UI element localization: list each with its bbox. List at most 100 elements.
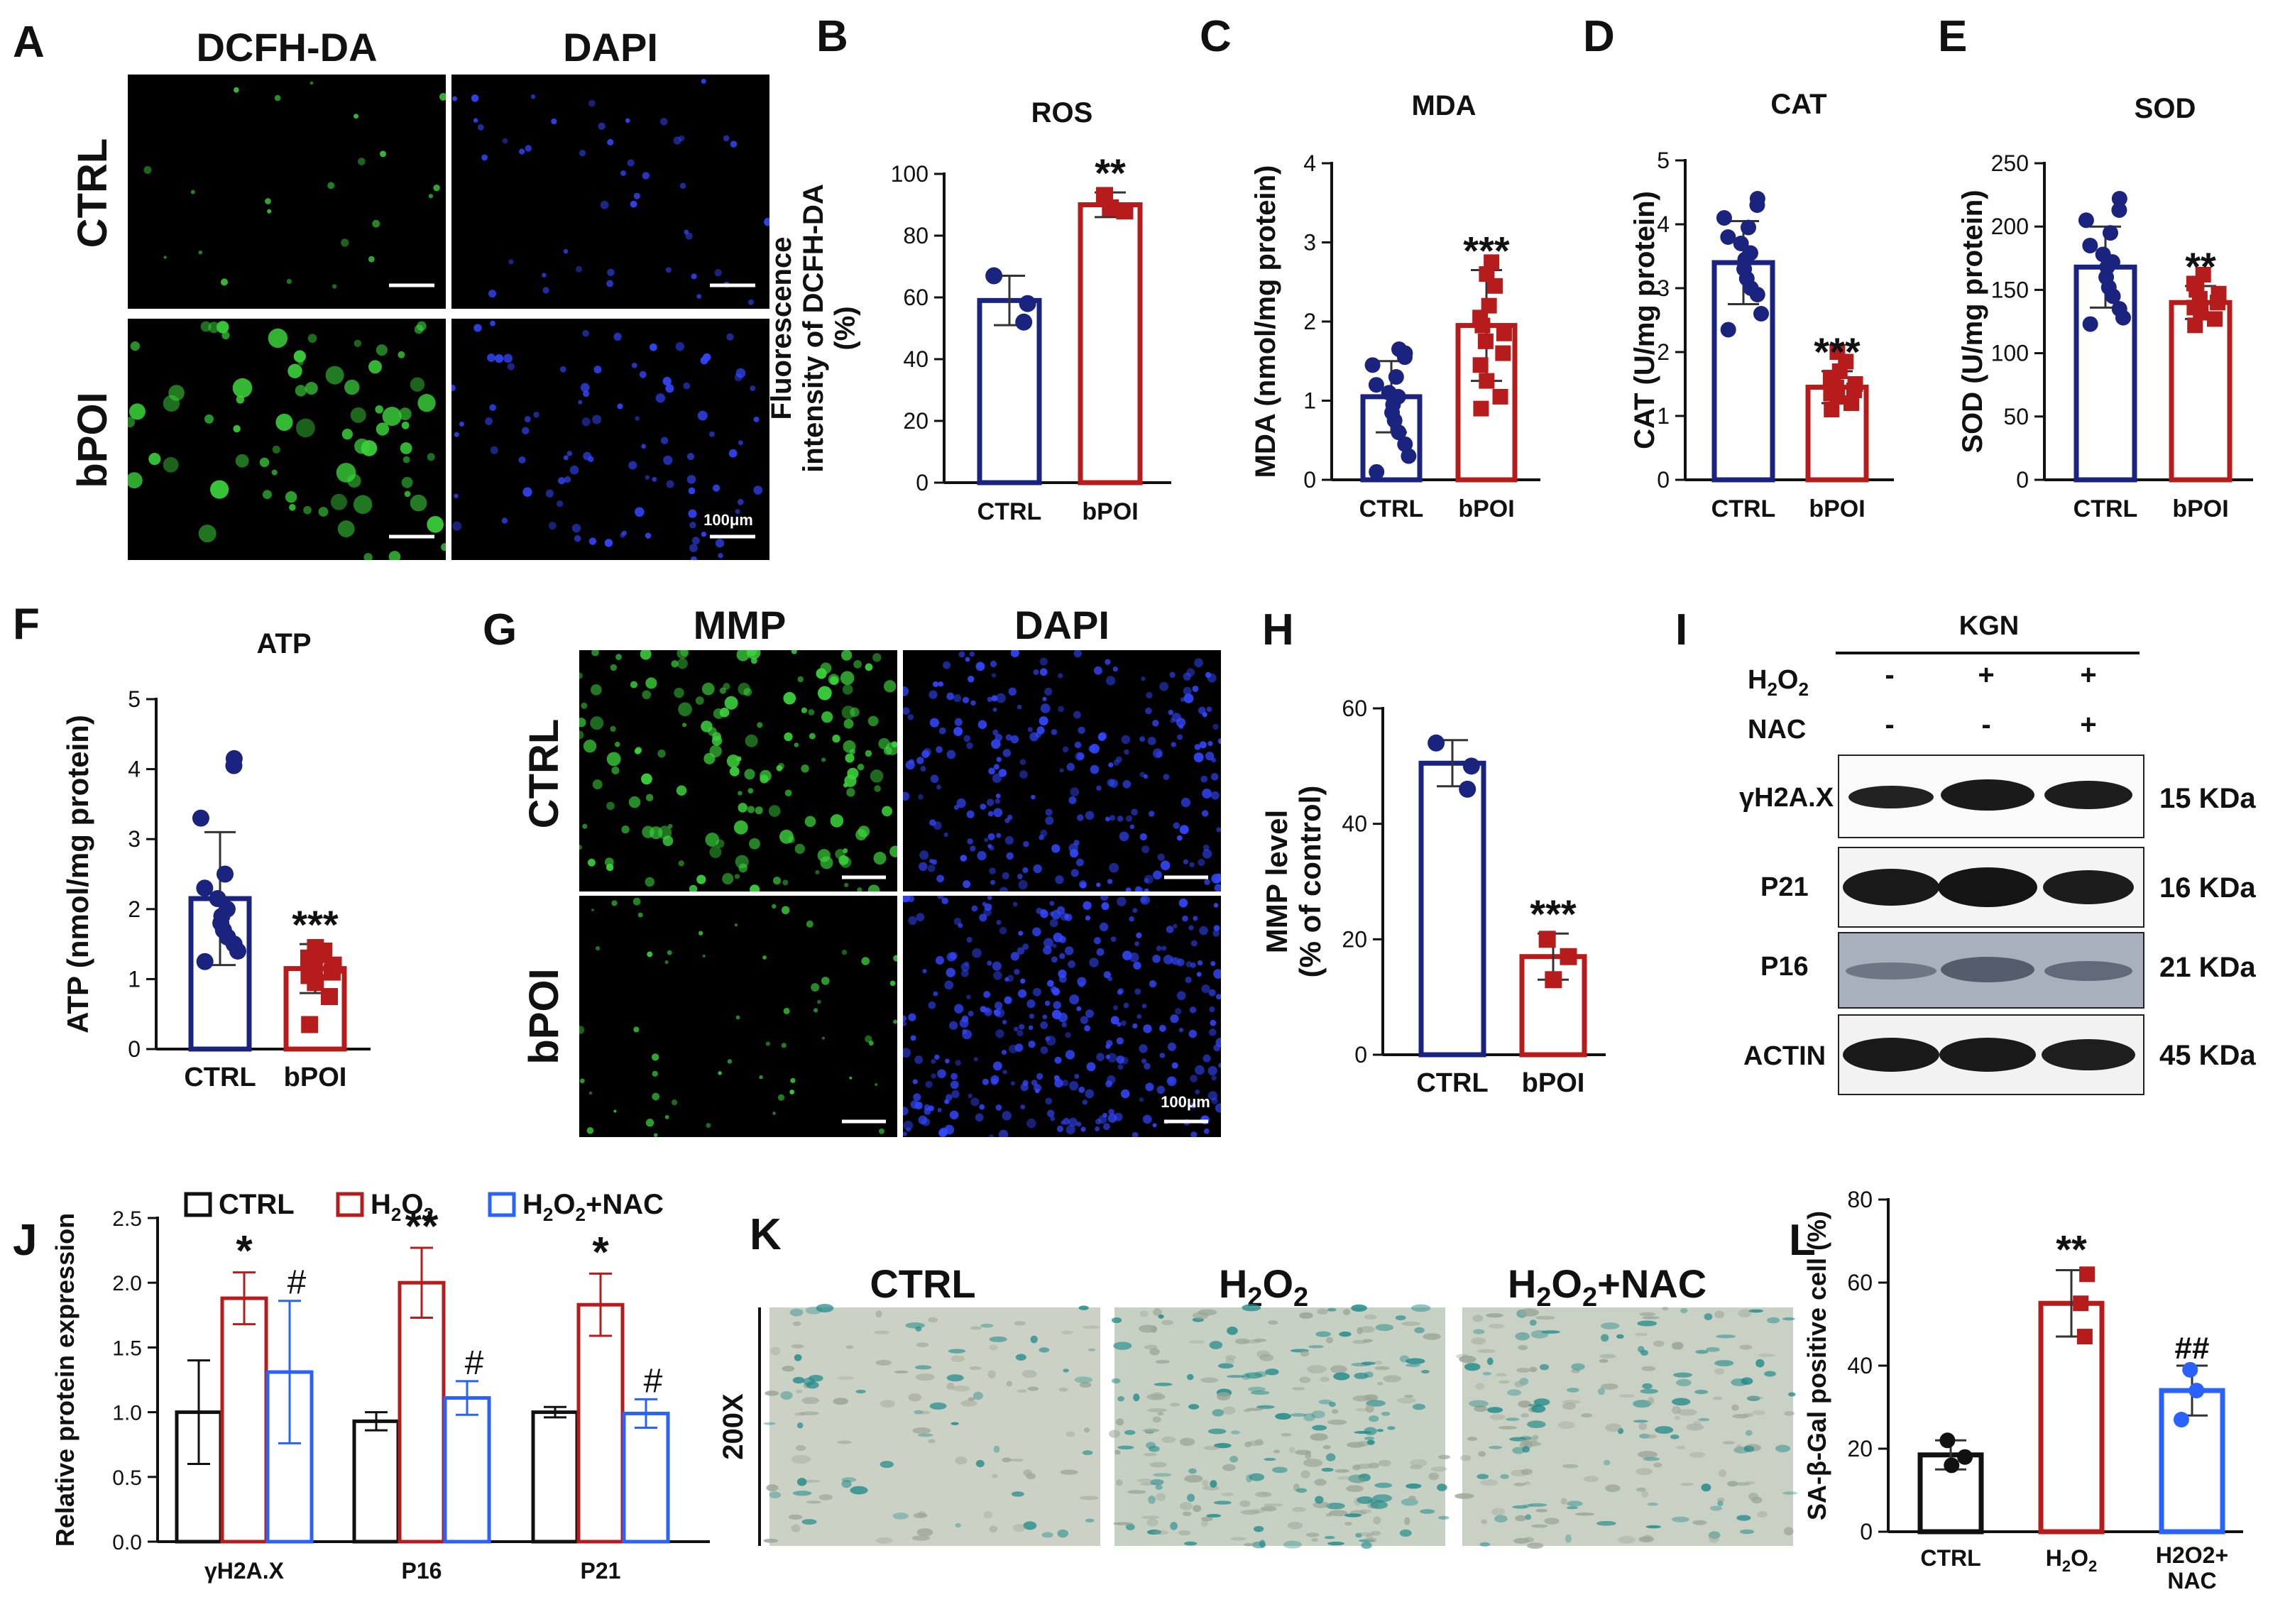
stain-speck (1362, 1394, 1376, 1400)
cell-dot (542, 273, 547, 278)
stain-speck (1494, 1515, 1508, 1522)
data-point (1116, 202, 1134, 220)
stain-speck (1638, 1451, 1658, 1459)
stain-speck (1339, 1331, 1352, 1337)
stain-speck (1519, 1436, 1533, 1440)
panel-label-j: J (13, 1216, 37, 1265)
cell-dot (271, 469, 278, 476)
stain-speck (1565, 1534, 1572, 1543)
y-tick-label: 20 (1342, 926, 1367, 952)
cell-dot (1117, 1021, 1122, 1027)
cell-dot (204, 414, 214, 424)
cell-dot (344, 379, 360, 395)
nac-lane-3: + (2080, 709, 2096, 740)
cell-dot (993, 764, 999, 770)
data-point (1102, 199, 1119, 216)
stain-speck (792, 1321, 801, 1327)
stain-speck (794, 1354, 802, 1361)
cell-dot (1058, 975, 1067, 983)
cell-dot (936, 746, 943, 754)
stain-speck (1489, 1445, 1503, 1449)
stain-speck (1074, 1376, 1093, 1383)
cell-dot (1086, 1062, 1096, 1072)
data-point (2111, 202, 2127, 219)
row-label-ctrl-g: CTRL (521, 719, 567, 829)
data-point (1720, 322, 1736, 338)
panel-label-f: F (13, 600, 40, 649)
x-category-label: H2O2 (2046, 1545, 2098, 1575)
stain-speck (1788, 1392, 1796, 1397)
cell-dot (1134, 988, 1141, 995)
cell-dot (903, 686, 909, 696)
cell-dot (989, 1134, 995, 1137)
stain-speck (1475, 1383, 1485, 1390)
cell-dot (439, 93, 446, 101)
data-point (2187, 317, 2203, 334)
stain-speck (1618, 1536, 1636, 1544)
cell-dot (1065, 1031, 1071, 1038)
data-point (1428, 734, 1445, 752)
stain-speck (1436, 1483, 1447, 1491)
cell-dot (922, 969, 927, 974)
stain-speck (1486, 1407, 1503, 1413)
cell-dot (1022, 1080, 1029, 1086)
stain-speck (929, 1402, 947, 1410)
significance-mark: * (236, 1227, 253, 1275)
stain-speck (1364, 1371, 1374, 1378)
stain-speck (1428, 1472, 1440, 1481)
stain-speck (970, 1326, 982, 1330)
stain-speck (1251, 1541, 1266, 1549)
stain-speck (1742, 1412, 1754, 1417)
cell-dot (821, 711, 833, 723)
cell-dot (1032, 927, 1041, 937)
panel-label-g: G (483, 605, 517, 654)
cell-dot (583, 740, 597, 753)
cell-dot (727, 1059, 733, 1064)
stain-speck (1653, 1462, 1662, 1468)
stain-speck (796, 1422, 804, 1429)
cell-dot (293, 350, 306, 363)
cell-dot (650, 826, 663, 840)
stain-speck (1365, 1533, 1373, 1540)
y-tick-label: 0 (2016, 467, 2029, 493)
cell-dot (1028, 1025, 1034, 1031)
cell-dot (924, 1104, 931, 1111)
stain-speck (1639, 1312, 1656, 1317)
cell-dot (1105, 816, 1110, 822)
x-category-label: bPOI (1522, 1068, 1585, 1098)
cell-dot (1199, 926, 1208, 936)
k-row-label: 200X (718, 1393, 749, 1460)
stain-speck (1113, 1522, 1134, 1525)
cell-dot (1058, 1012, 1068, 1023)
stain-speck (1399, 1529, 1412, 1537)
cell-dot (995, 1029, 1004, 1038)
cell-dot (388, 551, 401, 560)
cell-dot (1163, 774, 1170, 781)
cell-dot (1093, 666, 1102, 675)
stain-speck (1692, 1520, 1707, 1525)
cell-dot (655, 393, 666, 403)
significance-mark: * (592, 1228, 609, 1275)
cell-dot (691, 537, 700, 545)
stain-speck (1571, 1363, 1585, 1371)
stain-speck (1203, 1445, 1220, 1451)
stain-speck (1562, 1400, 1581, 1405)
cell-dot (750, 884, 760, 891)
cell-dot (1061, 1021, 1067, 1028)
stain-speck (1151, 1325, 1157, 1333)
stain-speck (1491, 1508, 1506, 1516)
stain-speck (1141, 1515, 1160, 1519)
cell-dot (933, 991, 938, 997)
cell-dot (1019, 759, 1026, 765)
data-point (1401, 448, 1417, 464)
stain-speck (1355, 1532, 1362, 1538)
stain-speck (1242, 1304, 1261, 1312)
cell-dot (1031, 1080, 1038, 1086)
cell-dot (908, 916, 917, 926)
data-point (2182, 1361, 2198, 1378)
stain-speck (1619, 1394, 1635, 1398)
stain-speck (837, 1376, 855, 1381)
stain-speck (1513, 1482, 1526, 1486)
stain-speck (1155, 1359, 1170, 1364)
stain-speck (795, 1389, 803, 1394)
